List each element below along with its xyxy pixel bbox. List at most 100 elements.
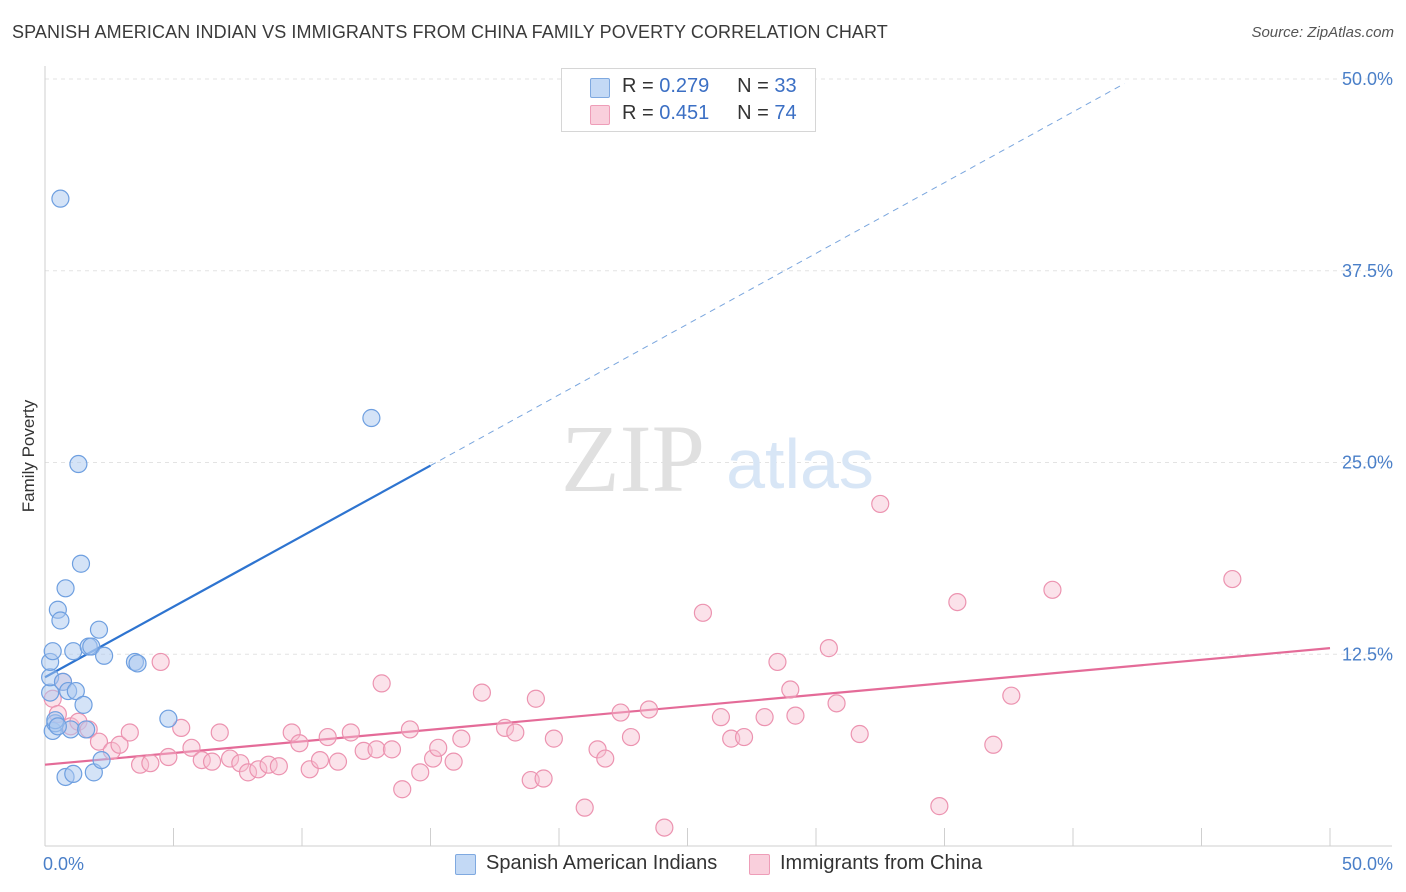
point-immigrants-from-china bbox=[472, 683, 491, 702]
point-immigrants-from-china bbox=[202, 752, 222, 771]
watermark-zip: ZIP bbox=[561, 405, 705, 512]
point-immigrants-from-china bbox=[611, 703, 630, 722]
point-immigrants-from-china bbox=[768, 652, 787, 672]
point-immigrants-from-china bbox=[172, 718, 191, 737]
x-tick-label: 0.0% bbox=[43, 854, 84, 874]
legend-swatch-pink bbox=[590, 105, 610, 125]
point-immigrants-from-china bbox=[621, 727, 641, 747]
tick-labels: 12.5% 25.0% 37.5% 50.0% 0.0% 50.0% bbox=[43, 69, 1393, 874]
point-spanish-american-indians bbox=[64, 642, 83, 661]
x-tick-label: 50.0% bbox=[1342, 854, 1393, 874]
point-immigrants-from-china bbox=[827, 694, 846, 713]
point-immigrants-from-china bbox=[429, 738, 448, 757]
point-immigrants-from-china bbox=[781, 680, 800, 699]
point-immigrants-from-china bbox=[444, 752, 463, 771]
axes bbox=[44, 66, 1392, 847]
watermark: ZIP atlas bbox=[561, 405, 874, 512]
point-spanish-american-indians bbox=[71, 554, 91, 573]
point-spanish-american-indians bbox=[66, 681, 85, 701]
series-label: Immigrants from China bbox=[780, 852, 983, 874]
point-immigrants-from-china bbox=[596, 749, 615, 768]
chart-title: SPANISH AMERICAN INDIAN VS IMMIGRANTS FR… bbox=[12, 22, 888, 42]
y-tick-label: 25.0% bbox=[1342, 453, 1393, 473]
point-immigrants-from-china bbox=[544, 729, 563, 748]
data-points bbox=[41, 189, 1242, 837]
point-immigrants-from-china bbox=[495, 718, 515, 737]
y-tick-label: 50.0% bbox=[1342, 69, 1393, 89]
point-immigrants-from-china bbox=[182, 738, 201, 757]
point-spanish-american-indians bbox=[64, 764, 83, 784]
point-immigrants-from-china bbox=[382, 740, 402, 759]
point-immigrants-from-china bbox=[1043, 580, 1062, 599]
legend-r-label: R = bbox=[622, 102, 654, 124]
point-immigrants-from-china bbox=[328, 752, 348, 771]
point-immigrants-from-china bbox=[141, 754, 160, 773]
series-swatch-blue bbox=[455, 854, 476, 875]
point-spanish-american-indians bbox=[74, 695, 93, 714]
legend-r-value: 0.279 bbox=[659, 75, 710, 97]
point-immigrants-from-china bbox=[310, 750, 330, 770]
legend-r-label: R = bbox=[622, 75, 654, 97]
point-spanish-american-indians bbox=[43, 642, 62, 661]
legend-n-label: N = bbox=[737, 75, 769, 97]
point-immigrants-from-china bbox=[120, 723, 139, 742]
point-immigrants-from-china bbox=[1002, 686, 1021, 705]
point-immigrants-from-china bbox=[372, 674, 391, 693]
point-immigrants-from-china bbox=[341, 723, 360, 742]
point-immigrants-from-china bbox=[693, 603, 713, 622]
legend-r-value: 0.451 bbox=[659, 102, 710, 124]
point-spanish-american-indians bbox=[95, 646, 114, 665]
watermark-atlas: atlas bbox=[726, 425, 874, 503]
point-immigrants-from-china bbox=[290, 734, 309, 753]
legend-n-label: N = bbox=[737, 102, 769, 124]
series-swatch-pink bbox=[749, 854, 770, 875]
legend-n-value: 33 bbox=[774, 75, 797, 97]
point-immigrants-from-china bbox=[423, 749, 443, 768]
point-immigrants-from-china bbox=[755, 708, 774, 727]
point-immigrants-from-china bbox=[210, 723, 229, 742]
point-spanish-american-indians bbox=[77, 720, 96, 739]
point-spanish-american-indians bbox=[362, 408, 381, 428]
point-immigrants-from-china bbox=[506, 723, 525, 742]
point-immigrants-from-china bbox=[1223, 569, 1242, 589]
point-immigrants-from-china bbox=[948, 592, 967, 612]
point-immigrants-from-china bbox=[588, 740, 607, 759]
point-immigrants-from-china bbox=[220, 749, 240, 768]
point-spanish-american-indians bbox=[56, 579, 75, 598]
point-immigrants-from-china bbox=[639, 700, 659, 719]
point-immigrants-from-china bbox=[534, 769, 553, 788]
point-immigrants-from-china bbox=[411, 763, 430, 782]
point-immigrants-from-china bbox=[930, 797, 949, 816]
point-immigrants-from-china bbox=[367, 740, 386, 759]
point-spanish-american-indians bbox=[92, 750, 111, 770]
point-immigrants-from-china bbox=[655, 818, 674, 837]
trend-line-spanish-american-indians bbox=[44, 464, 432, 679]
point-immigrants-from-china bbox=[269, 757, 288, 776]
point-spanish-american-indians bbox=[128, 654, 147, 673]
point-immigrants-from-china bbox=[850, 724, 869, 744]
point-immigrants-from-china bbox=[318, 727, 337, 747]
series-label: Spanish American Indians bbox=[486, 852, 718, 874]
point-immigrants-from-china bbox=[786, 706, 805, 725]
point-immigrants-from-china bbox=[393, 780, 412, 799]
point-spanish-american-indians bbox=[51, 611, 70, 630]
point-immigrants-from-china bbox=[89, 732, 109, 751]
point-immigrants-from-china bbox=[151, 652, 170, 672]
trend-extension-spanish-american-indians bbox=[430, 83, 1125, 467]
correlation-legend: R = 0.279 N = 33 R = 0.451 N = 74 bbox=[561, 68, 816, 132]
point-immigrants-from-china bbox=[300, 760, 319, 779]
y-tick-label: 37.5% bbox=[1342, 261, 1393, 281]
point-spanish-american-indians bbox=[51, 189, 70, 208]
source-credit: Source: ZipAtlas.com bbox=[1251, 24, 1394, 41]
point-spanish-american-indians bbox=[48, 717, 67, 736]
point-spanish-american-indians bbox=[82, 637, 101, 656]
point-spanish-american-indians bbox=[69, 454, 88, 474]
legend-swatch-blue bbox=[590, 78, 610, 98]
y-axis-label: Family Poverty bbox=[19, 399, 38, 512]
point-immigrants-from-china bbox=[159, 747, 178, 767]
point-spanish-american-indians bbox=[89, 620, 109, 639]
legend-n-value: 74 bbox=[774, 102, 797, 124]
point-immigrants-from-china bbox=[452, 729, 471, 748]
point-immigrants-from-china bbox=[711, 708, 731, 727]
